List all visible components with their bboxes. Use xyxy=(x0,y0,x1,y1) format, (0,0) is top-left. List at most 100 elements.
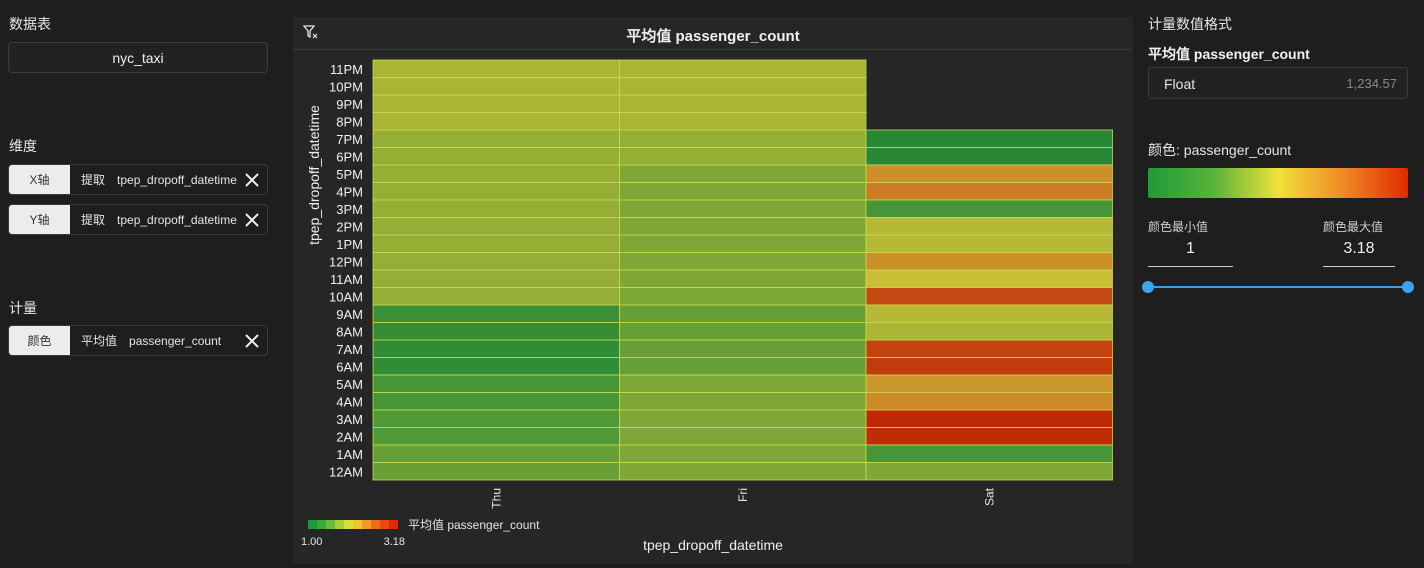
heatmap-cell xyxy=(619,357,867,376)
y-tick-label: 9PM xyxy=(336,97,363,112)
heatmap-cell xyxy=(865,164,1113,183)
heatmap-cell xyxy=(619,199,867,218)
legend-swatch xyxy=(308,520,317,529)
legend-swatch xyxy=(335,520,344,529)
legend-swatch xyxy=(380,520,389,529)
format-title: 计量数值格式 xyxy=(1148,16,1232,32)
y-tick-label: 6AM xyxy=(336,359,363,374)
heatmap-cell xyxy=(865,217,1113,236)
chip-op[interactable]: 提取 xyxy=(81,213,106,227)
y-tick-label: 8AM xyxy=(336,324,363,339)
heatmap-cell xyxy=(619,374,867,393)
datasource-select[interactable]: nyc_taxi xyxy=(8,42,268,73)
heatmap-cell xyxy=(619,164,867,183)
heatmap-cell xyxy=(619,269,867,288)
heatmap-cell xyxy=(372,129,620,148)
heatmap-cell xyxy=(619,287,867,306)
heatmap-cell xyxy=(865,444,1113,463)
y-tick-label: 11AM xyxy=(330,272,363,287)
heatmap-cell xyxy=(372,462,620,481)
heatmap-cell xyxy=(372,147,620,166)
heatmap-cell xyxy=(619,427,867,446)
range-slider-min-handle[interactable] xyxy=(1142,281,1154,293)
heatmap-cell xyxy=(372,199,620,218)
chip-field: passenger_count xyxy=(129,333,222,348)
max-underline xyxy=(1323,266,1395,267)
heatmap-cell xyxy=(619,409,867,428)
y-tick-label: 12PM xyxy=(329,254,363,269)
y-tick-label: 1AM xyxy=(336,447,363,462)
heatmap-cell xyxy=(619,217,867,236)
chart-header: 平均值 passenger_count xyxy=(293,17,1133,50)
heatmap-cell xyxy=(619,304,867,323)
dimension-chip-y[interactable]: Y轴 提取 tpep_dropoff_datetime xyxy=(8,204,268,235)
heatmap-cell xyxy=(865,357,1113,376)
heatmap-cell xyxy=(865,147,1113,166)
x-axis-label: tpep_dropoff_datetime xyxy=(643,537,783,553)
heatmap-cell xyxy=(865,269,1113,288)
y-tick-label: 10AM xyxy=(329,289,363,304)
heatmap-cell xyxy=(372,322,620,341)
heatmap-cell xyxy=(865,392,1113,411)
format-type: Float xyxy=(1164,76,1196,92)
y-tick-label: 8PM xyxy=(336,114,363,129)
heatmap-cell xyxy=(372,357,620,376)
chart-panel: 平均值 passenger_count 11PM 10PM 9PM 8PM 7PM 6PM… xyxy=(293,17,1133,564)
chip-op[interactable]: 提取 xyxy=(81,173,106,187)
heatmap-cell xyxy=(865,409,1113,428)
heatmap-cell xyxy=(619,112,867,131)
color-label: 颜色: passenger_count xyxy=(1148,142,1292,158)
chip-op[interactable]: 平均值 xyxy=(81,334,118,348)
heatmap-cell xyxy=(619,234,867,253)
close-icon[interactable] xyxy=(243,171,261,189)
legend-swatch xyxy=(326,520,335,529)
heatmap-cell xyxy=(619,147,867,166)
heatmap-cell xyxy=(619,182,867,201)
heatmap-cell xyxy=(865,339,1113,358)
format-select[interactable]: Float 1,234.57 xyxy=(1148,67,1408,99)
heatmap-cell xyxy=(619,94,867,113)
max-value-input[interactable]: 3.18 xyxy=(1343,240,1375,257)
right-panel: 计量数值格式 平均值 passenger_count Float 1,234.5… xyxy=(1142,0,1424,568)
format-sample: 1,234.57 xyxy=(1346,76,1397,91)
y-tick-label: 1PM xyxy=(336,237,363,252)
heatmap-cell xyxy=(865,287,1113,306)
chip-field: tpep_dropoff_datetime xyxy=(117,212,237,227)
y-tick-label: 4PM xyxy=(336,184,363,199)
heatmap-cell xyxy=(372,339,620,358)
heatmap-cell xyxy=(372,164,620,183)
chip-tag[interactable]: Y轴 xyxy=(9,205,70,234)
measure-title: 计量 xyxy=(9,300,37,316)
heatmap-cell xyxy=(372,427,620,446)
y-tick-label: 6PM xyxy=(336,149,363,164)
close-icon[interactable] xyxy=(243,332,261,350)
legend-swatch xyxy=(389,520,398,529)
measure-chip-color[interactable]: 颜色 平均值 passenger_count xyxy=(8,325,268,356)
y-tick-label: 12AM xyxy=(329,464,363,479)
y-tick-label: 2AM xyxy=(336,429,363,444)
dimension-chip-x[interactable]: X轴 提取 tpep_dropoff_datetime xyxy=(8,164,268,195)
heatmap-cell xyxy=(372,77,620,96)
chip-tag[interactable]: X轴 xyxy=(9,165,70,194)
chip-tag[interactable]: 颜色 xyxy=(9,326,70,355)
y-tick-label: 5PM xyxy=(336,167,363,182)
color-gradient-picker[interactable] xyxy=(1148,168,1408,198)
y-tick-label: 9AM xyxy=(336,307,363,322)
heatmap-cell xyxy=(619,392,867,411)
heatmap-cell xyxy=(372,217,620,236)
heatmap-cell xyxy=(372,409,620,428)
max-label: 颜色最大值 xyxy=(1323,220,1384,234)
heatmap-cell xyxy=(865,322,1113,341)
range-slider-max-handle[interactable] xyxy=(1402,281,1414,293)
min-underline xyxy=(1148,266,1233,267)
legend-swatch xyxy=(371,520,380,529)
legend-max-label: 3.18 xyxy=(384,536,405,548)
heatmap-cell xyxy=(372,182,620,201)
filter-clear-icon[interactable] xyxy=(303,24,319,40)
x-tick-label: Thu xyxy=(489,488,503,509)
heatmap-chart: 11PM 10PM 9PM 8PM 7PM 6PM 5PM 4PM 3PM 2PM 1PM 12PM 1… xyxy=(301,59,1113,553)
range-slider-track[interactable] xyxy=(1148,286,1408,288)
close-icon[interactable] xyxy=(243,211,261,229)
heatmap-cell xyxy=(865,252,1113,271)
min-value-input[interactable]: 1 xyxy=(1186,240,1195,257)
